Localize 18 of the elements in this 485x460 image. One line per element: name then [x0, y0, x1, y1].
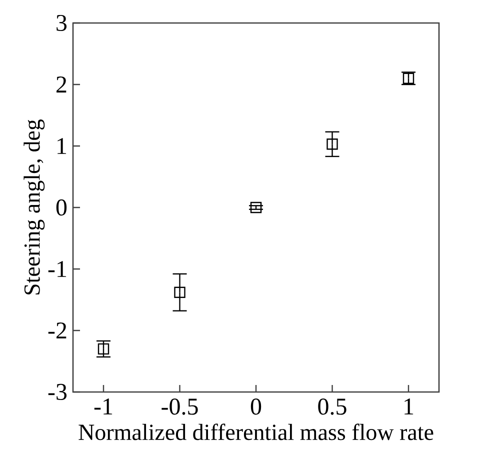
point: [174, 286, 186, 298]
x-tick-label: 1: [404, 398, 414, 414]
x-axis-title: Normalized differential mass flow rate: [78, 424, 434, 440]
point: [326, 138, 338, 150]
point: [250, 202, 262, 214]
y-tick-label: -2: [48, 322, 66, 338]
y-axis-title: Steering angle, deg: [24, 119, 45, 294]
x-tick-label: 0.5: [318, 398, 346, 415]
y-tick-label: 0: [56, 199, 67, 216]
y-tick-label: 1: [58, 138, 66, 154]
y-tick-label: 3: [56, 14, 67, 32]
y-tick-label: -1: [48, 261, 66, 277]
y-tick-label: 2: [56, 76, 66, 92]
x-tick-label: 0: [250, 398, 262, 415]
x-tick-label: -1: [94, 398, 112, 414]
point: [98, 343, 110, 355]
x-tick-label: -0.5: [162, 398, 198, 415]
y-tick-label: -3: [48, 384, 67, 400]
